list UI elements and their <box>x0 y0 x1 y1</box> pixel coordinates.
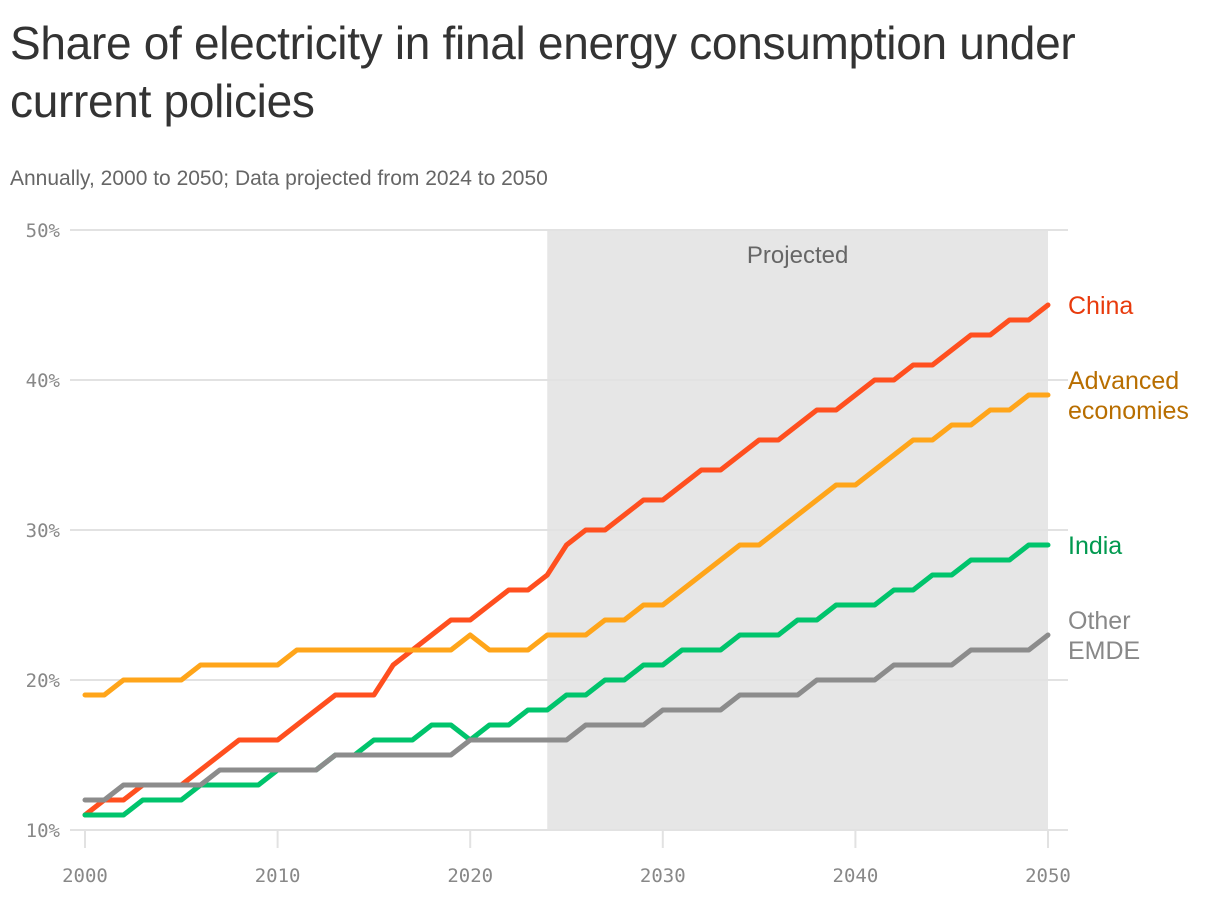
y-tick-label: 20% <box>26 670 61 692</box>
chart-title: Share of electricity in final energy con… <box>10 17 1076 127</box>
y-tick-label: 50% <box>26 220 61 242</box>
y-tick-label: 30% <box>26 520 61 542</box>
series-label: India <box>1068 532 1122 560</box>
series-label: Other <box>1068 607 1131 635</box>
series-line-advanced-economies <box>82 392 1051 698</box>
x-tick-label: 2030 <box>640 865 686 887</box>
x-tick-label: 2000 <box>62 865 108 887</box>
series-label: Advanced <box>1068 367 1179 395</box>
series-line-india <box>82 542 1051 818</box>
chart-subtitle: Annually, 2000 to 2050; Data projected f… <box>10 167 548 190</box>
x-tick-label: 2010 <box>255 865 301 887</box>
x-tick-label: 2020 <box>447 865 493 887</box>
y-tick-label: 10% <box>26 820 61 842</box>
y-tick-label: 40% <box>26 370 61 392</box>
series-label: EMDE <box>1068 637 1140 665</box>
x-tick-label: 2040 <box>833 865 879 887</box>
projected-label: Projected <box>747 242 848 269</box>
series-label: China <box>1068 292 1133 320</box>
series-label: economies <box>1068 397 1189 425</box>
x-tick-label: 2050 <box>1025 865 1071 887</box>
series-line-china <box>82 302 1051 818</box>
series-line-other-emde <box>82 632 1051 803</box>
